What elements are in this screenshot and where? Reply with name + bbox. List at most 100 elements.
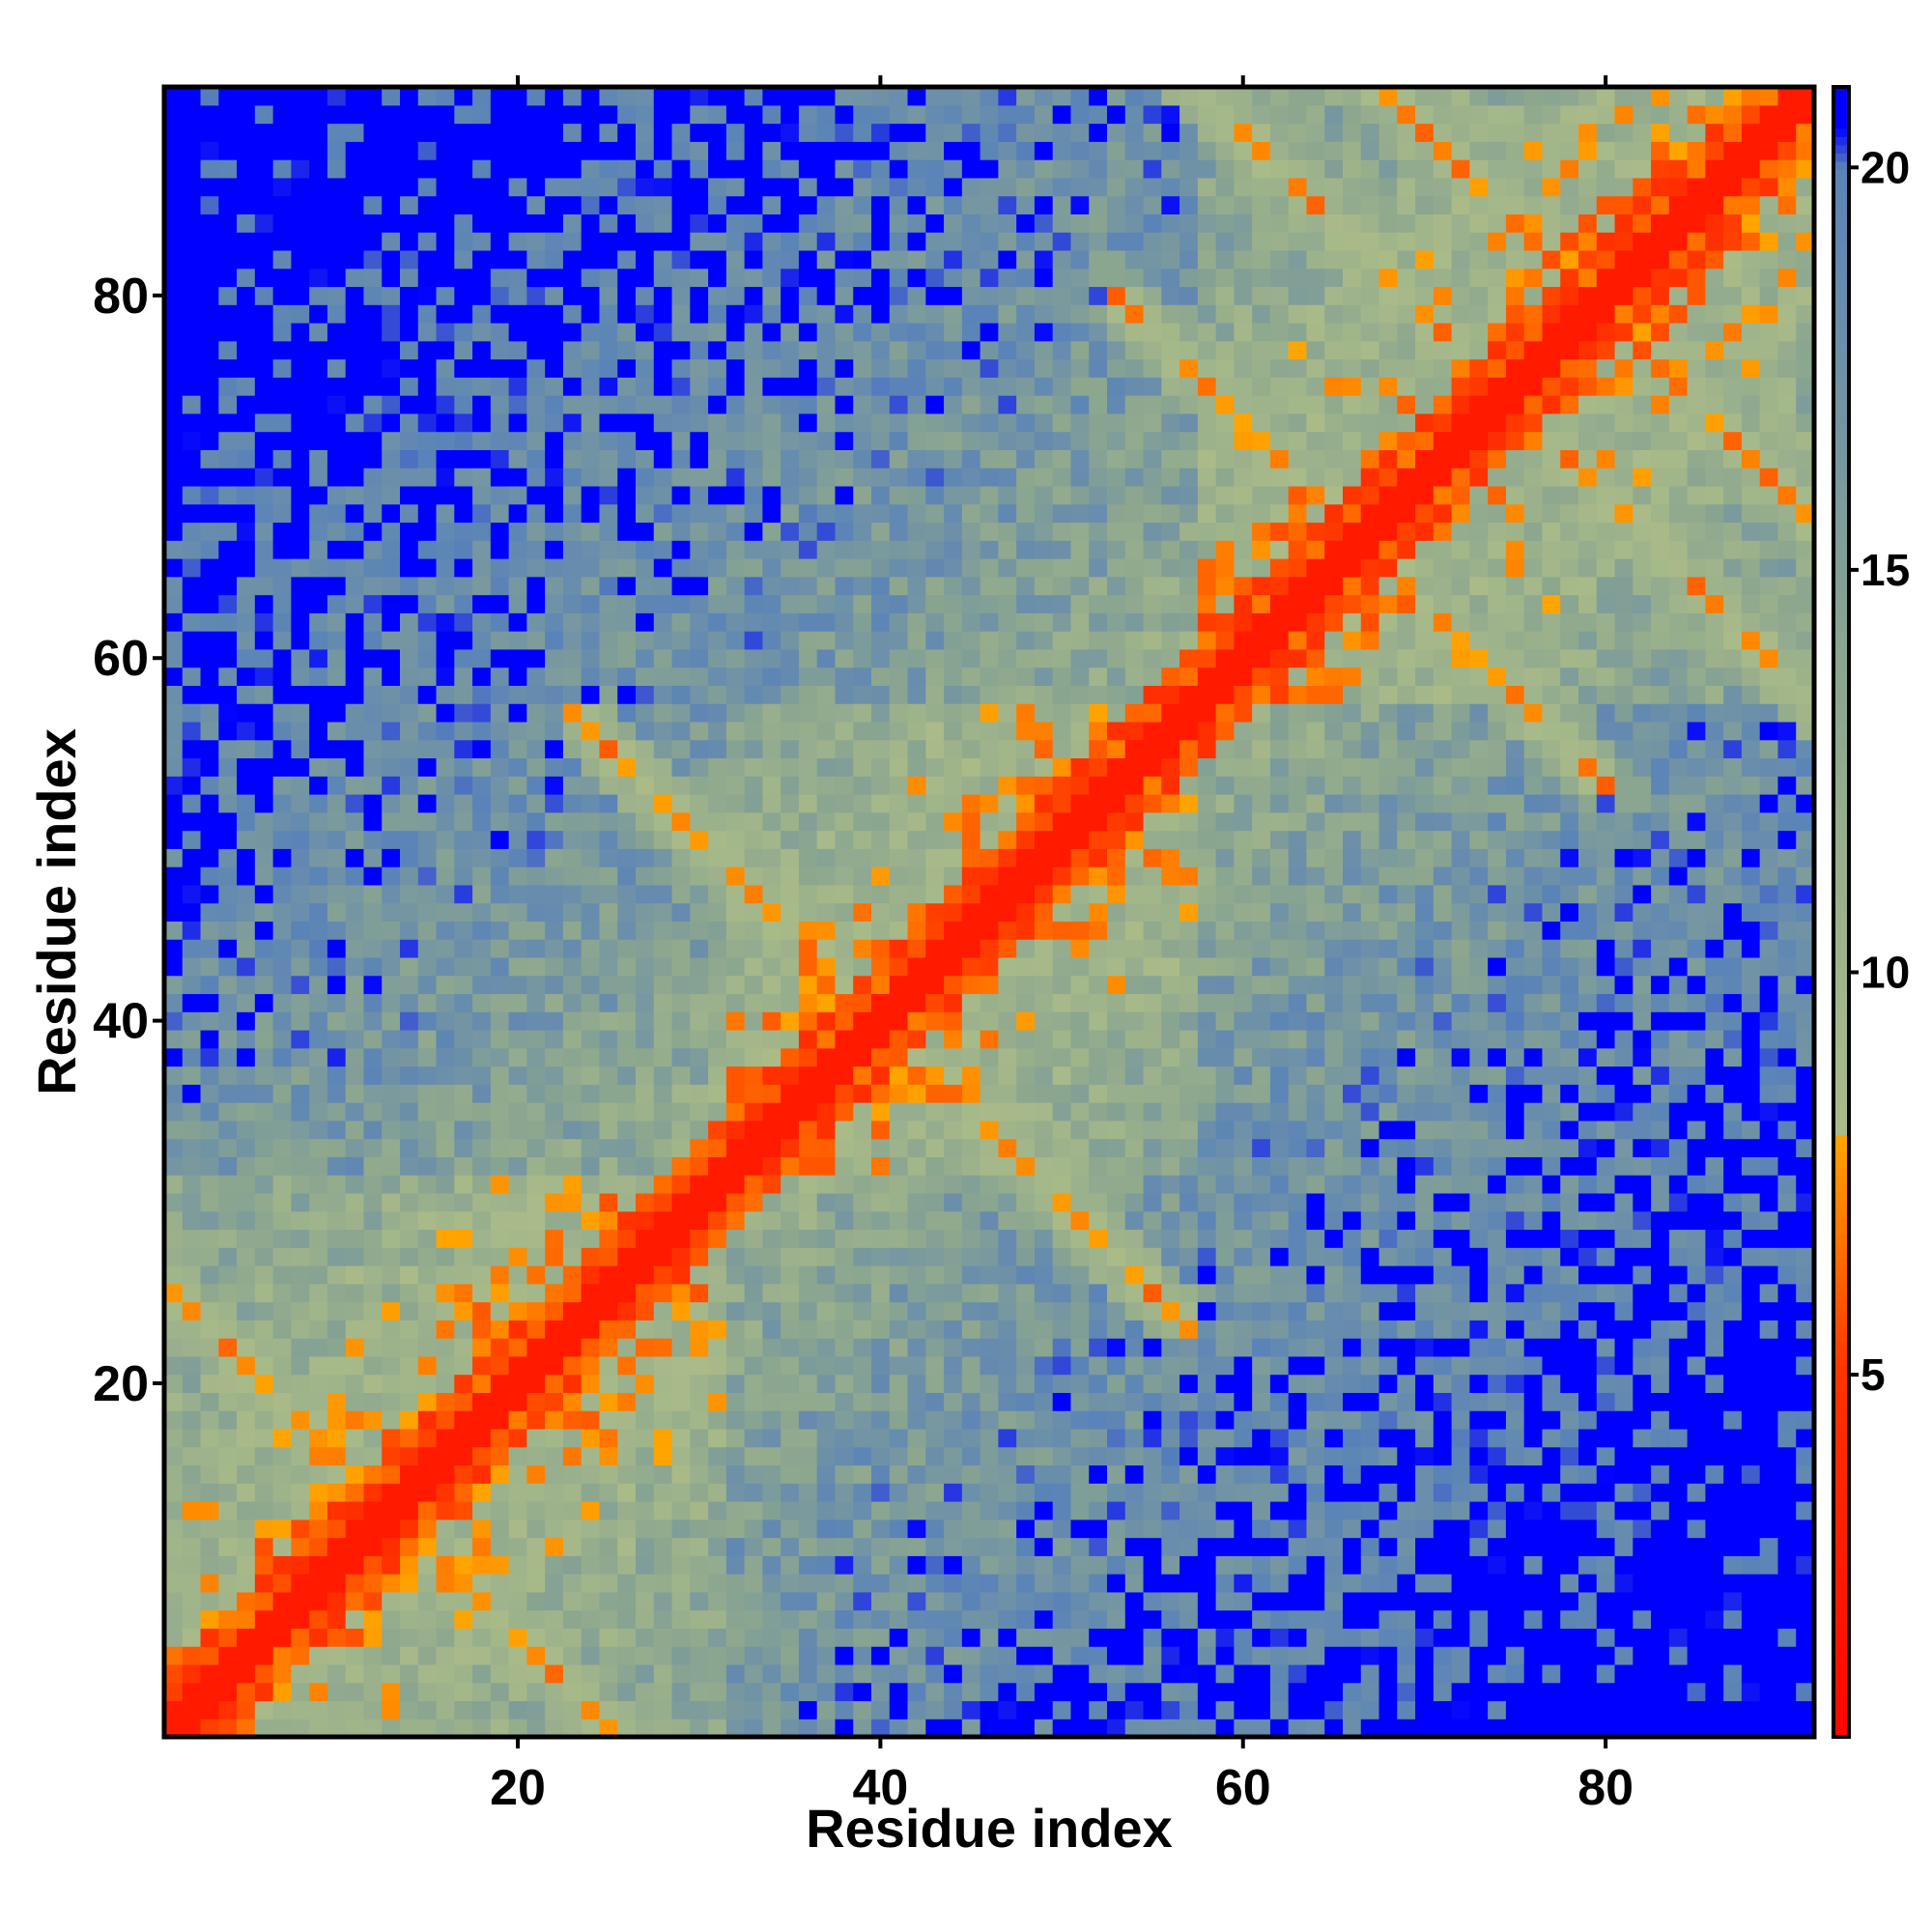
heatmap-cell (382, 1682, 401, 1702)
heatmap-cell (599, 1574, 618, 1593)
heatmap-cell (508, 1446, 527, 1466)
heatmap-cell (417, 195, 438, 214)
heatmap-cell (508, 685, 527, 704)
heatmap-cell (1070, 468, 1090, 487)
heatmap-cell (671, 395, 691, 414)
heatmap-cell (382, 612, 401, 632)
heatmap-cell (490, 123, 510, 142)
heatmap-cell (599, 757, 618, 777)
heatmap-cell (1089, 1719, 1108, 1738)
heatmap-cell (725, 177, 746, 197)
heatmap-cell (1016, 1374, 1036, 1393)
heatmap-cell (1124, 921, 1145, 940)
heatmap-cell (1052, 395, 1072, 414)
heatmap-cell (725, 503, 746, 524)
heatmap-cell (1070, 1283, 1090, 1303)
heatmap-cell (272, 811, 292, 832)
heatmap-cell (1124, 503, 1145, 524)
heatmap-cell (671, 1483, 691, 1502)
heatmap-cell (581, 848, 601, 867)
heatmap-cell (907, 921, 926, 940)
heatmap-cell (889, 631, 909, 650)
heatmap-cell (581, 286, 601, 305)
heatmap-cell (400, 1156, 419, 1176)
heatmap-cell (490, 1483, 510, 1502)
heatmap-cell (1124, 1464, 1145, 1484)
heatmap-cell (472, 776, 492, 795)
heatmap-cell (980, 304, 999, 324)
heatmap-cell (490, 631, 510, 650)
heatmap-cell (871, 1011, 891, 1031)
heatmap-cell (472, 1301, 492, 1321)
heatmap-cell (1107, 811, 1126, 832)
heatmap-cell (508, 195, 527, 214)
heatmap-cell (636, 503, 655, 524)
heatmap-cell (961, 1175, 981, 1194)
heatmap-cell (1124, 177, 1145, 197)
heatmap-cell (1107, 1446, 1126, 1466)
heatmap-cell (816, 123, 837, 142)
heatmap-cell (472, 648, 492, 668)
heatmap-cell (725, 1374, 746, 1393)
heatmap-cell (400, 1628, 419, 1647)
heatmap-cell (400, 1410, 419, 1430)
heatmap-cell (1143, 576, 1162, 596)
heatmap-cell (853, 1138, 872, 1157)
heatmap-cell (816, 1591, 837, 1611)
heatmap-cell (237, 232, 256, 251)
heatmap-cell (798, 1175, 818, 1194)
heatmap-cell (798, 1392, 818, 1411)
heatmap-cell (472, 249, 492, 270)
heatmap-cell (254, 993, 274, 1012)
heatmap-cell (889, 1574, 909, 1593)
heatmap-cell (400, 540, 419, 559)
heatmap-cell (472, 558, 492, 578)
heatmap-cell (1034, 485, 1054, 505)
heatmap-cell (417, 468, 438, 487)
heatmap-cell (272, 104, 292, 125)
heatmap-cell (744, 1428, 763, 1448)
heatmap-cell (400, 522, 419, 541)
heatmap-cell (508, 87, 527, 106)
heatmap-cell (417, 1700, 438, 1719)
heatmap-cell (400, 1519, 419, 1539)
heatmap-cell (907, 141, 926, 160)
heatmap-cell (617, 1355, 637, 1376)
heatmap-cell (671, 648, 691, 668)
heatmap-cell (164, 232, 184, 251)
heatmap-cell (871, 1265, 891, 1285)
heatmap-cell (454, 1574, 473, 1593)
heatmap-cell (182, 1574, 202, 1593)
heatmap-cell (1034, 323, 1054, 342)
heatmap-cell (871, 867, 891, 886)
heatmap-cell (345, 1065, 365, 1085)
heatmap-cell (581, 1301, 601, 1321)
heatmap-cell (490, 956, 510, 977)
heatmap-cell (1124, 1047, 1145, 1067)
heatmap-cell (798, 213, 818, 233)
heatmap-cell (1016, 485, 1036, 505)
heatmap-cell (218, 667, 238, 686)
heatmap-cell (889, 648, 909, 668)
heatmap-cell (200, 213, 219, 233)
heatmap-cell (1143, 1663, 1162, 1684)
heatmap-cell (1070, 1229, 1090, 1248)
heatmap-cell (254, 195, 274, 214)
heatmap-cell (508, 1628, 527, 1647)
heatmap-cell (237, 1646, 256, 1665)
heatmap-cell (762, 468, 781, 487)
heatmap-cell (490, 1519, 510, 1539)
heatmap-cell (744, 323, 763, 342)
heatmap-cell (327, 921, 347, 940)
heatmap-cell (944, 159, 963, 179)
heatmap-cell (1107, 1537, 1126, 1556)
heatmap-cell (636, 1591, 655, 1611)
heatmap-cell (309, 377, 328, 396)
heatmap-cell (889, 123, 909, 142)
heatmap-cell (218, 1011, 238, 1031)
heatmap-cell (1143, 286, 1162, 305)
heatmap-cell (853, 1355, 872, 1376)
heatmap-cell (889, 1374, 909, 1393)
heatmap-cell (1107, 1483, 1126, 1502)
heatmap-cell (164, 1065, 184, 1085)
